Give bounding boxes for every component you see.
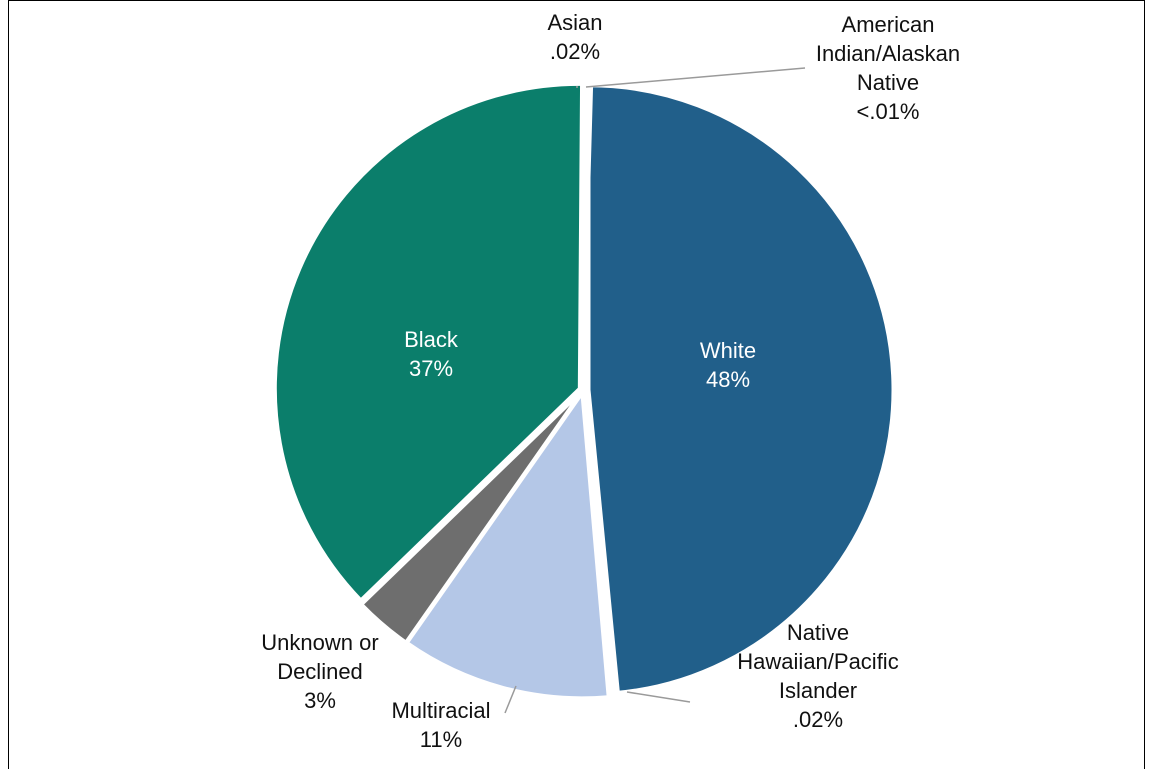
slice-label-line: 48% (706, 367, 750, 392)
leader-line-aian (585, 67, 806, 88)
slice-label-line: 3% (304, 688, 336, 713)
pie-slices (273, 82, 895, 700)
chart-frame (8, 0, 1145, 769)
slice-label-asian: Asian .02% (547, 10, 602, 64)
slice-label-white: White 48% (700, 338, 756, 392)
pie-slice-white (587, 84, 895, 694)
pie-slice-black (273, 82, 584, 602)
slice-label-line: White (700, 338, 756, 363)
slice-label-line: 11% (420, 727, 462, 752)
slice-label-multiracial: Multiracial 11% (391, 698, 490, 752)
pie-slice-multiracial (405, 389, 610, 700)
slice-label-line: Islander (779, 678, 857, 703)
slice-label-line: Unknown or (261, 630, 378, 655)
leader-line-multiracial (504, 685, 517, 714)
pie-slice-unknown (359, 391, 582, 645)
slice-label-line: Black (404, 327, 459, 352)
slice-label-line: Native (857, 70, 919, 95)
slice-label-line: Declined (277, 659, 363, 684)
slice-label-line: Multiracial (391, 698, 490, 723)
slice-label-line: .02% (550, 39, 600, 64)
slice-label-line: Asian (547, 10, 602, 35)
slice-labels: White 48% Native Hawaiian/Pacific Islander .0… (261, 10, 960, 752)
slice-label-line: Native (787, 620, 849, 645)
leader-line-nhpi (626, 691, 691, 703)
slice-label-line: Hawaiian/Pacific (737, 649, 898, 674)
slice-label-line: .02% (793, 707, 843, 732)
slice-label-line: American (842, 12, 935, 37)
slice-label-unknown: Unknown or Declined 3% (261, 630, 378, 713)
slice-label-line: 37% (409, 356, 453, 381)
slice-label-black: Black 37% (404, 327, 459, 381)
slice-label-line: <.01% (857, 99, 920, 124)
slice-label-aian: American Indian/Alaskan Native <.01% (816, 12, 960, 124)
slice-label-nhpi: Native Hawaiian/Pacific Islander .02% (737, 620, 898, 732)
leader-lines (504, 67, 806, 714)
slice-label-line: Indian/Alaskan (816, 41, 960, 66)
